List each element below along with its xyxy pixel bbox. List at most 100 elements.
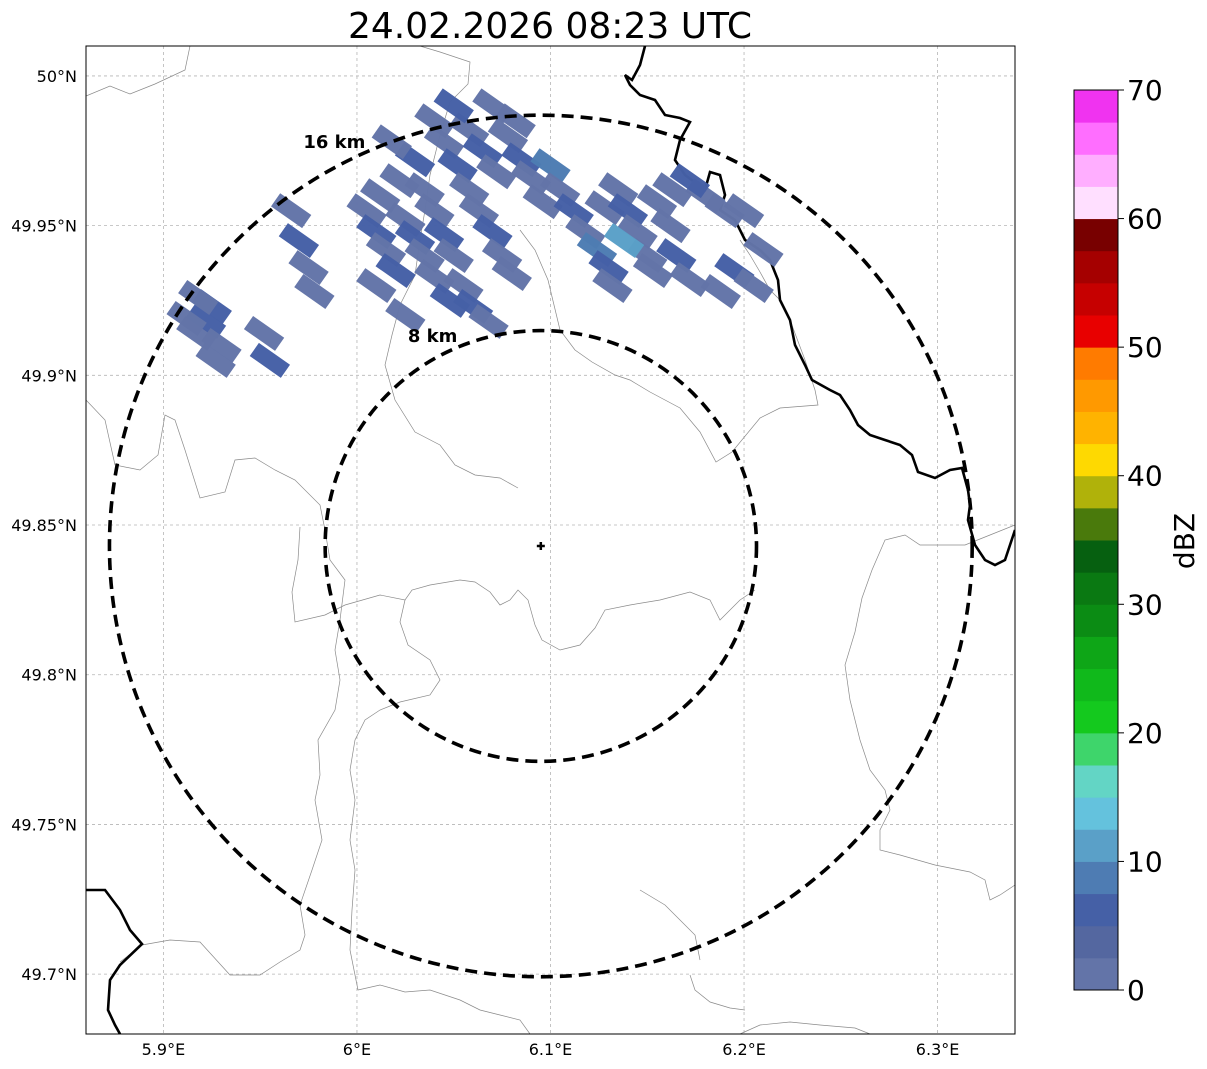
echo-cell [553,193,594,229]
border-line [86,888,144,1034]
echo-cell [249,342,291,378]
border-line [844,524,1015,901]
echo-cell [385,298,426,333]
colorbar-segment [1074,797,1118,830]
echo-cell [423,217,465,253]
echo-cell [632,253,674,288]
colorbar-tick-label: 20 [1127,717,1163,750]
echo-cell [356,268,397,303]
echo-cell [346,193,387,229]
echo-cell [433,88,474,124]
echo-cell [617,214,658,250]
radar-echoes [166,88,784,378]
colorbar: 0 10 20 30 40 50 60 70 [1073,74,1163,1007]
echo-cell [530,148,571,184]
echo-cell [603,223,645,259]
colorbar-segment [1074,90,1118,123]
longitude-axis: 5.9°E 6°E 6.1°E 6.2°E 6.3°E [142,1040,960,1059]
border-line [739,1021,871,1034]
colorbar-segment [1074,347,1118,380]
echo-cell [414,103,455,139]
echo-cell [491,256,532,291]
colorbar-segment [1074,282,1118,316]
border-line [349,599,441,991]
echo-cell [495,103,536,139]
colorbar-segment [1074,411,1118,445]
lon-tick-label: 6°E [343,1040,371,1059]
echo-cell [166,300,207,336]
echo-cell [414,259,455,294]
colorbar-segment [1074,122,1118,155]
echo-cell [243,315,285,351]
range-ring-labels: 8 km 16 km [303,132,457,347]
lat-tick-label: 50°N [37,67,77,86]
range-ring-label: 8 km [408,326,458,347]
colorbar-segment [1074,443,1118,477]
colorbar-segment [1074,829,1118,862]
colorbar-segment [1074,186,1118,220]
colorbar-tick-label: 70 [1127,74,1163,107]
lat-tick-label: 49.9°N [21,366,77,385]
range-ring-label: 16 km [303,132,365,153]
echo-cell [669,163,711,199]
lat-tick-label: 49.75°N [11,815,77,834]
border-line [86,46,191,97]
echo-cell [584,190,625,226]
radar-site-marker [536,541,545,550]
echo-cell [592,268,633,303]
colorbar-segment [1074,507,1118,541]
echo-cell [185,303,227,339]
echo-cell [607,193,649,229]
echo-cell [487,118,529,154]
border-line [357,984,531,1034]
echo-cell [294,274,335,309]
echo-cell [476,154,517,190]
echo-cell [437,148,478,184]
border-line [519,229,819,463]
echo-cell [636,184,678,220]
lat-tick-label: 49.7°N [21,965,77,984]
echo-cell [650,208,691,244]
echo-cell [723,193,765,229]
echo-cell [433,238,474,274]
border-line [119,529,346,976]
colorbar-segment [1074,668,1118,702]
range-rings [107,113,974,979]
echo-cell [379,163,420,199]
echo-cell [178,280,219,315]
colorbar-segment [1074,604,1118,637]
echo-cell [414,193,455,229]
map-area: 8 km 16 km [86,46,1015,1034]
echo-cell [656,238,697,274]
echo-cell [404,238,445,274]
echo-cell [278,223,320,259]
colorbar-segment [1074,957,1118,991]
echo-cell [468,303,509,339]
echo-cell [588,250,629,286]
colorbar-label: dBZ [1168,513,1201,569]
border-line [689,974,746,1011]
figure-title: 24.02.2026 08:23 UTC [348,6,752,47]
echo-cell [669,262,711,297]
colorbar-segment [1074,218,1118,252]
echo-cell [510,160,552,196]
colorbar-tick-label: 50 [1127,331,1163,364]
lat-tick-label: 49.95°N [11,217,77,236]
admin-borders [86,46,1015,1034]
colorbar-segment [1074,732,1118,766]
echo-cell [429,283,471,318]
lon-tick-label: 6.2°E [722,1040,766,1059]
echo-cell [472,214,513,250]
echo-cell [443,268,484,303]
echo-cell [365,232,407,268]
echo-cell [375,253,416,288]
border-line [384,46,519,489]
echo-cell [704,193,745,229]
echo-cell [598,172,639,208]
echo-cell [195,342,236,378]
latitude-axis: 50°N 49.95°N 49.9°N 49.85°N 49.8°N 49.75°N 49.… [11,67,77,984]
colorbar-segment [1074,700,1118,734]
echo-cell [462,133,503,169]
colorbar-segment [1074,636,1118,670]
